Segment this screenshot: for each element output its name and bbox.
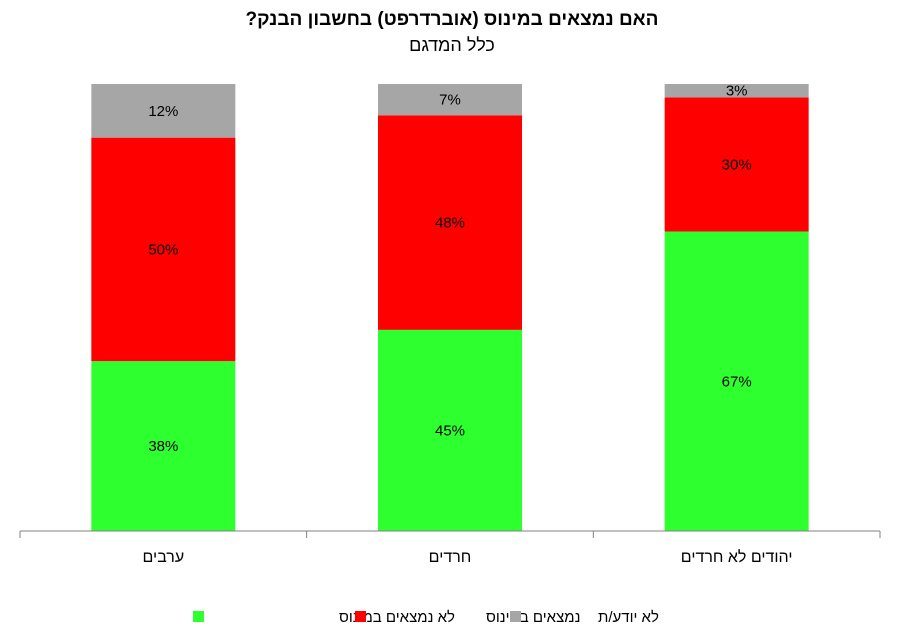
- bar-segment: [664, 231, 809, 531]
- bar-segment: [91, 137, 236, 362]
- legend-label: נמצאים במינוס: [486, 609, 580, 626]
- bar-segment: [664, 97, 809, 232]
- data-label: 7%: [439, 92, 461, 109]
- data-label: 50%: [148, 241, 178, 258]
- legend-swatch: [193, 611, 204, 622]
- legend-swatch: [510, 611, 521, 622]
- bar-segment: [91, 361, 236, 531]
- data-label: 38%: [148, 438, 178, 455]
- data-label: 12%: [148, 103, 178, 120]
- bar-segment: [378, 115, 522, 330]
- data-label: 67%: [722, 373, 752, 390]
- data-label: 45%: [435, 422, 465, 439]
- bar-segment: [378, 329, 522, 531]
- legend: לא נמצאים במינוס נמצאים במינוס לא יודע/ת: [193, 609, 659, 626]
- legend-label: לא נמצאים במינוס: [339, 609, 455, 626]
- plot-area: 67% 30% 3% יהודים לא חרדים 45% 48% 7% חרדים 38% 5…: [19, 83, 881, 566]
- data-label: 3%: [726, 83, 748, 100]
- data-label: 30%: [722, 156, 752, 173]
- chart-subtitle: כלל המדגם: [409, 35, 495, 55]
- category-label: יהודים לא חרדים: [681, 548, 793, 566]
- bar-segment: [664, 84, 809, 98]
- data-label: 48%: [435, 215, 465, 232]
- legend-label: לא יודע/ת: [598, 609, 659, 626]
- chart-title: האם נמצאים במינוס (אוברדרפט) בחשבון הבנק…: [246, 9, 659, 30]
- legend-swatch: [355, 611, 366, 622]
- bar-segment: [91, 84, 236, 138]
- bar-segment: [378, 84, 522, 116]
- category-label: ערבים: [143, 549, 185, 566]
- category-label: חרדים: [429, 549, 472, 566]
